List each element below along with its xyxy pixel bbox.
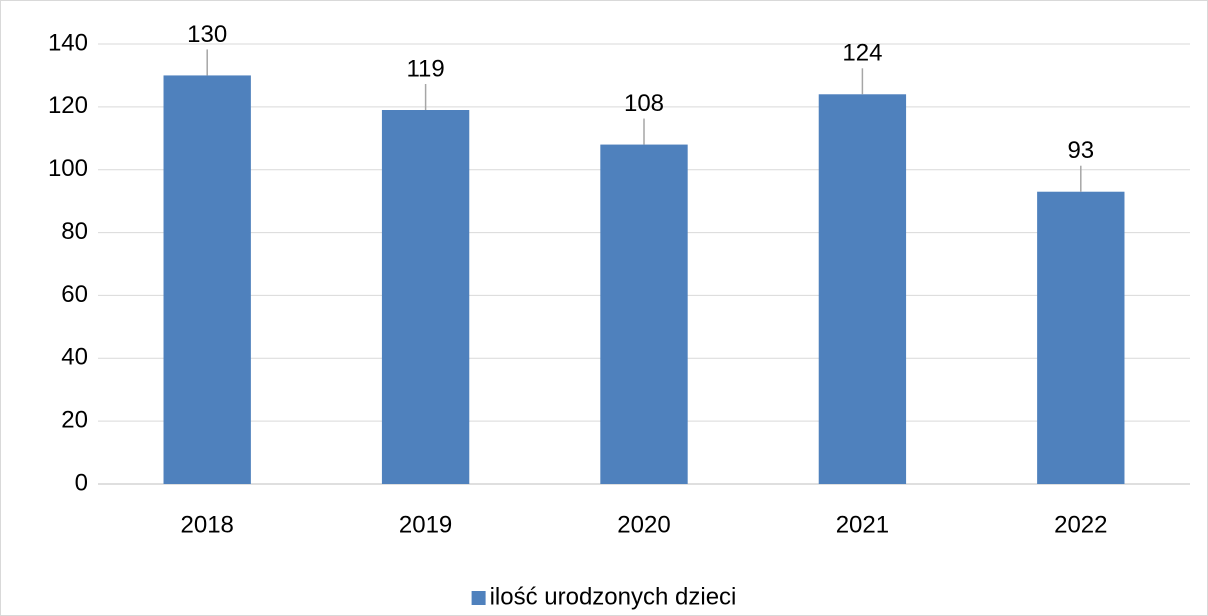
legend-swatch bbox=[471, 591, 486, 605]
x-tick-label: 2020 bbox=[617, 511, 670, 538]
y-tick-label: 140 bbox=[48, 29, 88, 56]
bar bbox=[1037, 191, 1125, 484]
y-tick-label: 40 bbox=[61, 344, 88, 371]
data-label: 124 bbox=[842, 40, 882, 67]
bar bbox=[163, 75, 251, 484]
y-tick-label: 0 bbox=[75, 469, 88, 496]
y-tick-label: 100 bbox=[48, 155, 88, 182]
bar bbox=[381, 110, 470, 484]
bar bbox=[600, 144, 688, 485]
y-tick-label: 60 bbox=[61, 281, 88, 308]
x-tick-label: 2019 bbox=[399, 511, 452, 538]
legend-label: ilość urodzonych dzieci bbox=[490, 583, 737, 610]
data-label: 108 bbox=[624, 90, 664, 117]
y-tick-label: 120 bbox=[48, 92, 88, 119]
x-tick-label: 2021 bbox=[836, 511, 889, 538]
data-label: 119 bbox=[406, 55, 444, 82]
data-label: 93 bbox=[1067, 137, 1094, 164]
x-tick-label: 2018 bbox=[181, 511, 234, 538]
data-label: 130 bbox=[187, 21, 227, 48]
y-tick-label: 80 bbox=[61, 218, 88, 245]
bar bbox=[818, 94, 907, 485]
y-tick-label: 20 bbox=[61, 406, 88, 433]
x-tick-label: 2022 bbox=[1054, 511, 1107, 538]
